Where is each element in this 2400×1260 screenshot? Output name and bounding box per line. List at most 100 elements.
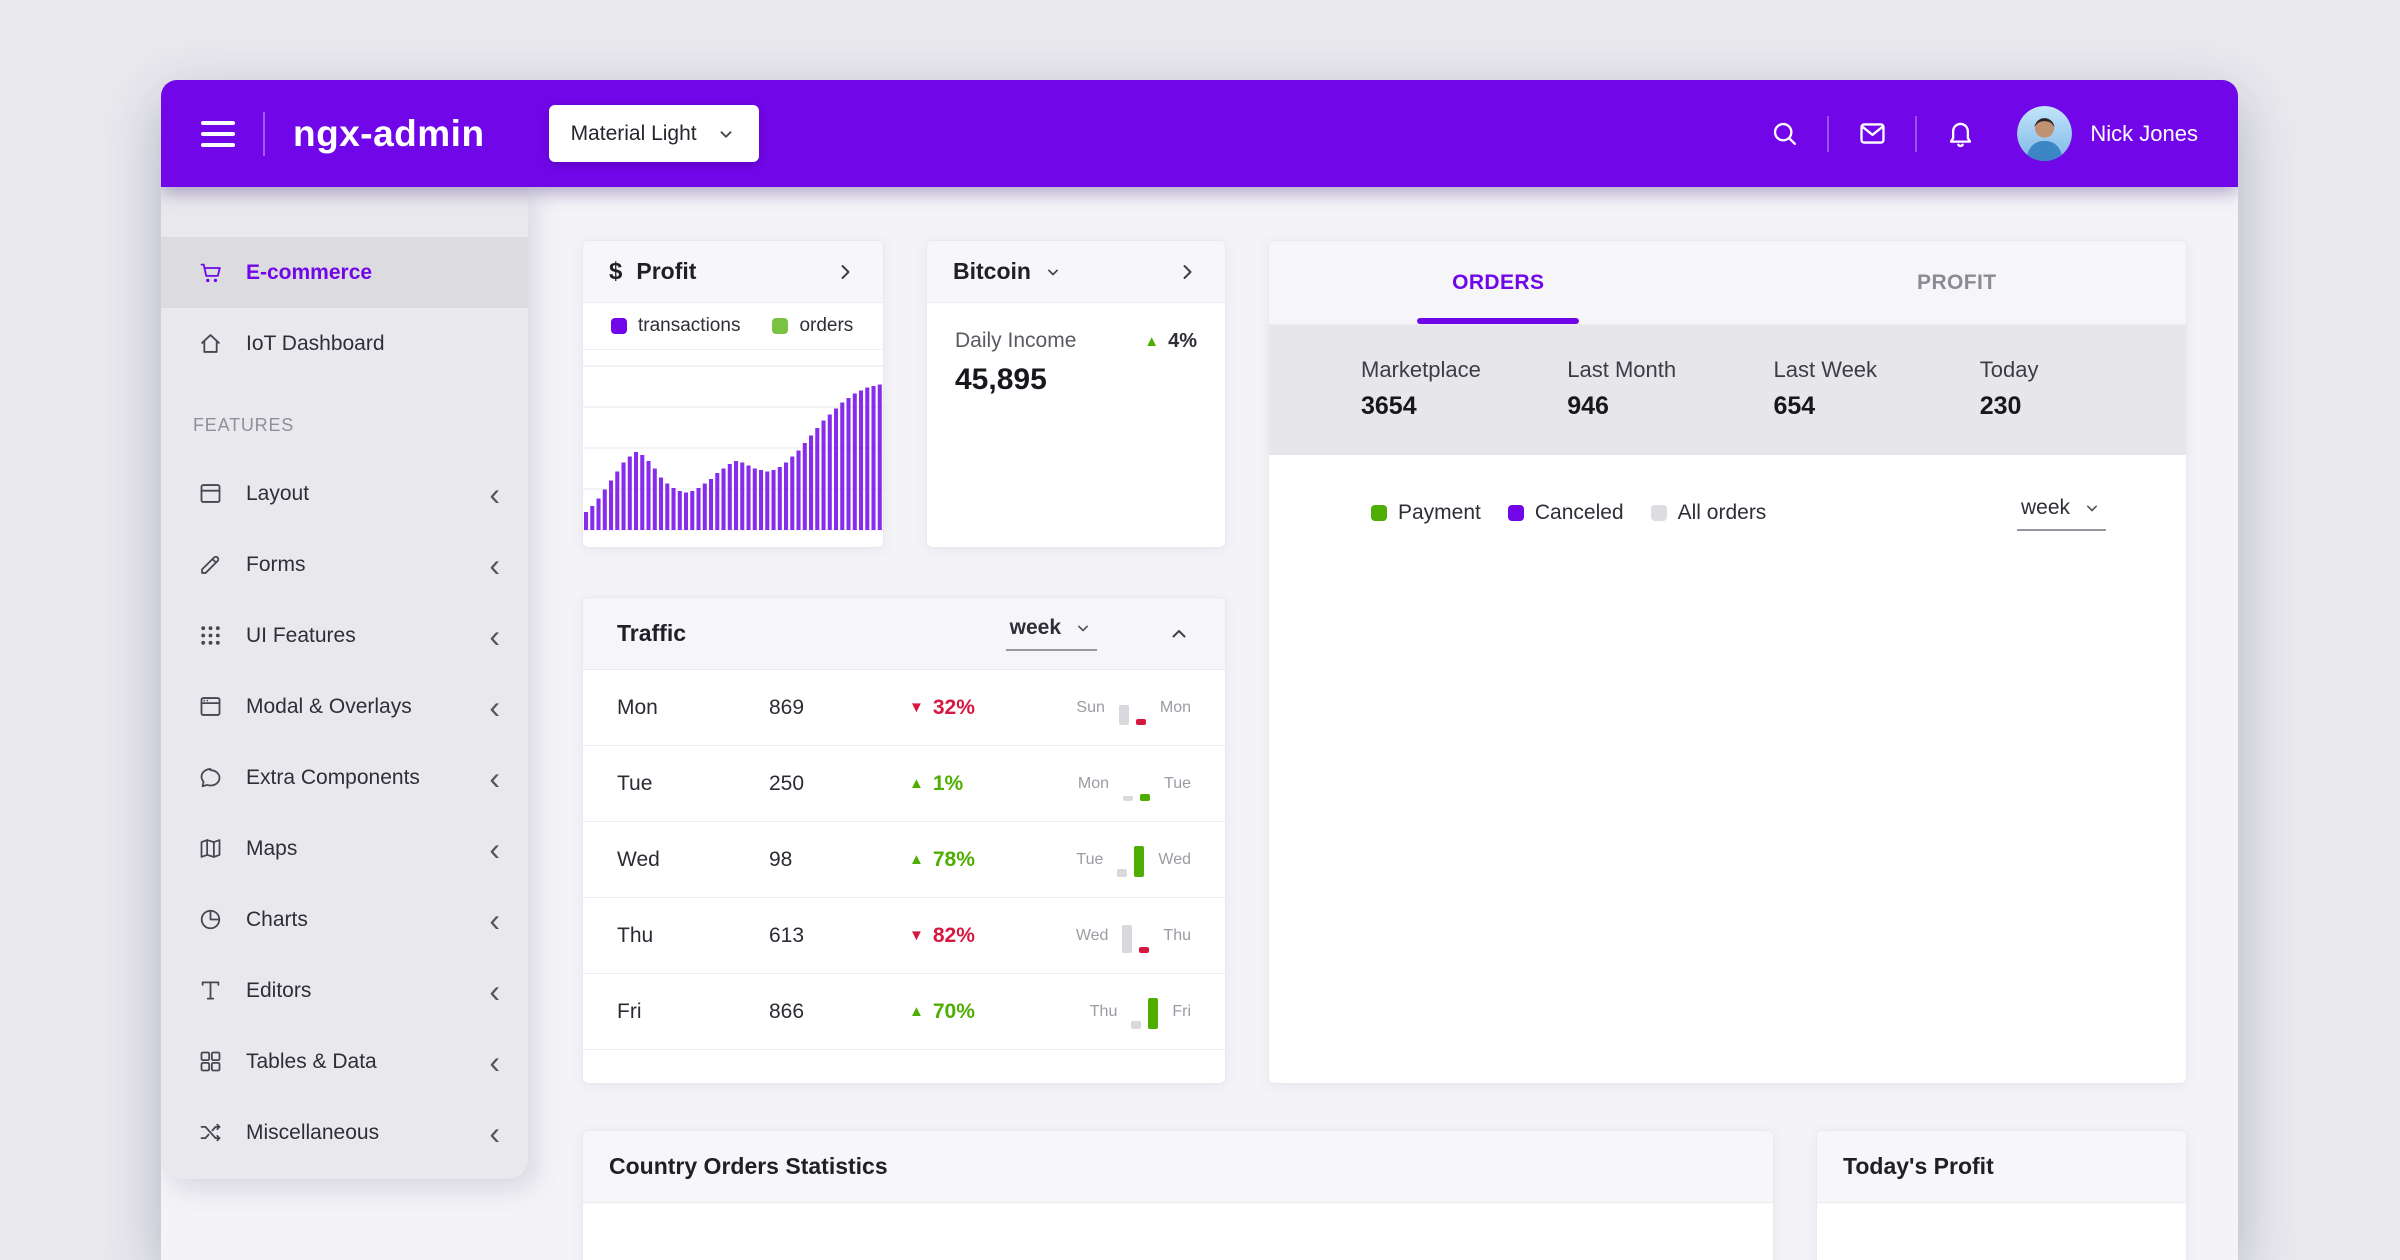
sidebar-item-ui-features[interactable]: UI Features ‹ (161, 600, 528, 671)
current-day-bar (1140, 794, 1151, 801)
sidebar-item-forms[interactable]: Forms ‹ (161, 529, 528, 600)
shuffle-icon (197, 1119, 224, 1146)
text-icon (197, 977, 224, 1004)
home-icon (197, 330, 224, 357)
traffic-period-select[interactable]: week (1005, 616, 1097, 651)
header-divider (1915, 115, 1918, 152)
chevron-right-icon (841, 264, 850, 279)
orders-profit-tabs: ORDERS PROFIT (1269, 241, 2186, 325)
traffic-sparkline: Wed Thu (1076, 919, 1191, 953)
prev-day-bar (1131, 1021, 1142, 1029)
sidebar-item-label: IoT Dashboard (246, 331, 385, 355)
main-content: $ Profit transactions orders (528, 187, 2238, 1260)
sidebar-item-ecommerce[interactable]: E-commerce (161, 237, 528, 308)
theme-select[interactable]: Material Light (548, 105, 759, 162)
browser-window-icon (197, 693, 224, 720)
traffic-sparkline: Mon Tue (1078, 767, 1191, 801)
email-button[interactable] (1849, 111, 1895, 157)
menu-toggle-button[interactable] (201, 120, 235, 147)
profit-card-header: $ Profit (583, 241, 883, 303)
traffic-row: Wed 98 ▲ 78% Tue Wed (583, 822, 1225, 898)
sidebar-item-label: Miscellaneous (246, 1120, 380, 1144)
profit-card-title: Profit (636, 258, 697, 284)
current-day-bar (1139, 947, 1150, 953)
orders-profit-card: ORDERS PROFIT Marketplace 3654 Last Mont… (1268, 240, 2187, 1084)
all-orders-swatch (1650, 505, 1667, 521)
app-header: ngx-admin Material Light (161, 80, 2238, 187)
tab-orders[interactable]: ORDERS (1269, 241, 1728, 324)
chevron-left-icon: ‹ (489, 1114, 500, 1151)
expand-card-button[interactable] (1175, 260, 1199, 284)
current-day-bar (1148, 997, 1159, 1029)
orders-stats-strip: Marketplace 3654 Last Month 946 Last Wee… (1269, 325, 2186, 455)
orders-period-select[interactable]: week (2016, 496, 2106, 531)
traffic-delta: ▼ 82% (909, 923, 975, 947)
sidebar-item-label: Layout (246, 481, 310, 505)
chevron-left-icon: ‹ (489, 901, 500, 938)
dollar-icon: $ (609, 257, 623, 285)
user-avatar[interactable] (2017, 106, 2073, 161)
app-logo[interactable]: ngx-admin (293, 112, 485, 154)
traffic-sparkline: Sun Mon (1075, 691, 1191, 725)
traffic-delta: ▲ 70% (909, 999, 975, 1023)
current-day-bar (1134, 845, 1145, 877)
x-axis (1347, 993, 2158, 1035)
sidebar-item-iot-dashboard[interactable]: IoT Dashboard (161, 308, 528, 379)
legend-item-payment: Payment (1371, 501, 1481, 525)
sidebar-item-editors[interactable]: Editors ‹ (161, 955, 528, 1026)
stat-last-month: Last Month 946 (1567, 357, 1677, 420)
expand-card-button[interactable] (833, 260, 857, 284)
search-button[interactable] (1761, 111, 1807, 157)
tab-profit[interactable]: PROFIT (1917, 270, 1997, 294)
sidebar-item-label: Modal & Overlays (246, 694, 412, 718)
chevron-down-icon (720, 130, 732, 138)
trend-arrow-icon: ▼ (909, 699, 924, 716)
chevron-left-icon: ‹ (489, 475, 500, 512)
header-actions: Nick Jones (1761, 106, 2198, 161)
pie-chart-icon (197, 906, 224, 933)
sidebar-item-layout[interactable]: Layout ‹ (161, 458, 528, 529)
country-orders-card-header: Country Orders Statistics (583, 1131, 1773, 1203)
chevron-left-icon: ‹ (489, 972, 500, 1009)
app-body: E-commerce IoT Dashboard FEATURES Layout… (161, 187, 2238, 1260)
sidebar-item-tables-data[interactable]: Tables & Data ‹ (161, 1026, 528, 1097)
avatar-image (2017, 106, 2073, 161)
sidebar-item-miscellaneous[interactable]: Miscellaneous ‹ (161, 1097, 528, 1168)
legend-item-orders: orders (772, 315, 853, 337)
stat-last-week: Last Week 654 (1773, 357, 1878, 420)
legend-item-canceled: Canceled (1507, 501, 1624, 525)
currency-select[interactable]: Bitcoin (953, 258, 1063, 285)
message-circle-icon (197, 764, 224, 791)
todays-profit-card: Today's Profit (1816, 1130, 2187, 1260)
trend-arrow-icon: ▲ (909, 775, 924, 792)
traffic-delta: ▼ 32% (909, 695, 975, 719)
user-name[interactable]: Nick Jones (2090, 120, 2198, 146)
sidebar-item-charts[interactable]: Charts ‹ (161, 884, 528, 955)
daily-income-label: Daily Income (955, 329, 1077, 352)
traffic-card: Traffic week Mon 869 ▼ 32% Sun (582, 597, 1226, 1084)
stat-marketplace: Marketplace 3654 (1361, 357, 1481, 420)
traffic-row: Thu 613 ▼ 82% Wed Thu (583, 898, 1225, 974)
prev-day-bar (1117, 869, 1128, 877)
sidebar-item-label: Editors (246, 978, 312, 1002)
edit-icon (197, 551, 224, 578)
legend-item-transactions: transactions (611, 315, 740, 337)
bitcoin-card: Bitcoin Daily Income ▲ 4% (926, 240, 1226, 548)
sidebar-item-maps[interactable]: Maps ‹ (161, 813, 528, 884)
sidebar-item-label: Extra Components (246, 765, 420, 789)
sidebar-item-label: Forms (246, 552, 306, 576)
bitcoin-card-body: Daily Income ▲ 4% 45,895 (927, 303, 1225, 471)
collapse-card-button[interactable] (1167, 622, 1191, 646)
sidebar-item-extra-components[interactable]: Extra Components ‹ (161, 742, 528, 813)
stat-today: Today 230 (1979, 357, 2039, 420)
orders-chart (1347, 587, 2158, 993)
orders-swatch (772, 318, 789, 334)
logo-divider (263, 111, 265, 156)
notifications-button[interactable] (1937, 111, 1983, 157)
sidebar-item-modal-overlays[interactable]: Modal & Overlays ‹ (161, 671, 528, 742)
chevron-up-icon (1172, 629, 1186, 637)
chevron-down-icon (1078, 625, 1088, 632)
search-icon (1773, 122, 1796, 145)
chevron-right-icon (1183, 264, 1192, 279)
todays-profit-card-title: Today's Profit (1843, 1153, 1994, 1179)
